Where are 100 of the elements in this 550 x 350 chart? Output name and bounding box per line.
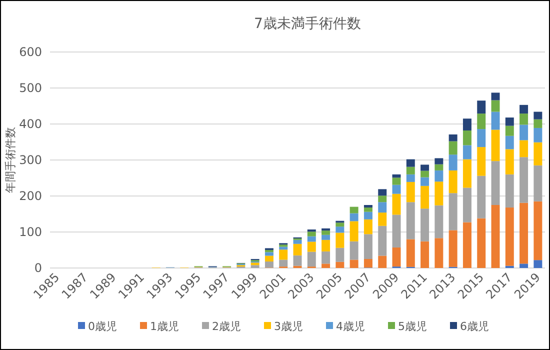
bar [322,264,330,268]
bar [406,239,415,267]
bar [448,134,458,142]
bar [307,232,316,236]
bar [364,259,372,268]
bar [364,234,372,259]
bar [534,112,542,120]
bar [434,158,444,164]
bar [520,264,528,268]
bar [534,201,542,260]
bar [462,222,472,268]
bar [307,252,316,267]
bar [534,142,542,166]
bar [462,130,472,146]
bar [364,205,372,208]
bar [434,238,444,268]
bar [491,205,500,268]
bar [534,128,542,142]
chart-title: 7歳未満手術件数 [254,16,361,32]
bar [250,262,260,266]
bar [448,141,458,155]
bar [336,232,344,248]
bar [406,174,415,182]
y-tick-label: 600 [19,45,42,59]
bar [434,164,444,170]
bar [462,145,472,160]
bar [336,248,344,262]
bar [392,247,401,267]
bar [392,214,401,248]
bar [448,154,458,170]
bar [406,166,415,174]
bar [350,221,358,242]
bar [534,260,542,268]
bar [477,176,486,218]
bar [307,236,316,242]
bar [534,119,542,128]
bar [420,177,430,186]
bar [322,228,330,231]
bar [364,208,372,212]
bar [264,256,274,262]
bar [250,265,260,268]
bar [420,208,430,242]
y-tick-label: 0 [34,261,42,275]
bar [264,262,274,268]
bar [420,186,430,209]
bar [434,182,444,206]
bar [406,182,415,202]
bar [322,240,330,252]
bar [434,170,444,182]
legend-label: 6歳児 [460,320,489,333]
bar [420,241,430,268]
bar [378,202,387,213]
bar [505,136,514,150]
bar [336,262,344,268]
bar [520,104,528,114]
bar [406,202,415,240]
bar [378,226,387,256]
bar [520,114,528,125]
bar [434,205,444,238]
legend-label: 4歳児 [336,320,365,333]
legend-label: 2歳児 [212,320,241,333]
bar [307,229,316,232]
bar [462,188,472,222]
bar [293,240,302,244]
legend-label: 0歳児 [88,320,117,333]
y-tick-label: 100 [19,225,42,239]
bar [491,161,500,205]
bar [505,174,514,208]
bar [279,260,288,267]
bar [462,159,472,188]
bar [322,230,330,235]
bar [477,218,486,268]
bar [364,212,372,220]
legend-label: 3歳児 [274,320,303,333]
y-axis-title: 年間手術件数 [4,127,17,193]
bar [448,193,458,230]
legend-label: 1歳児 [150,320,179,333]
bar [477,100,486,114]
bar [477,129,486,148]
bar [491,92,500,100]
bar [392,194,401,215]
bar [420,170,430,178]
bar [420,164,430,171]
y-tick-label: 200 [19,189,42,203]
bar [322,234,330,240]
bar [378,189,387,196]
bar [293,255,302,266]
bar [378,196,387,202]
bar [534,165,542,202]
bar [378,256,387,268]
bar [350,213,358,222]
bar [322,251,330,264]
bar [505,149,514,174]
bar [505,126,514,136]
bar [520,140,528,158]
bar [505,208,514,266]
y-tick-label: 400 [19,117,42,131]
bar [477,114,486,130]
bar [264,252,274,256]
y-tick-label: 500 [19,81,42,95]
